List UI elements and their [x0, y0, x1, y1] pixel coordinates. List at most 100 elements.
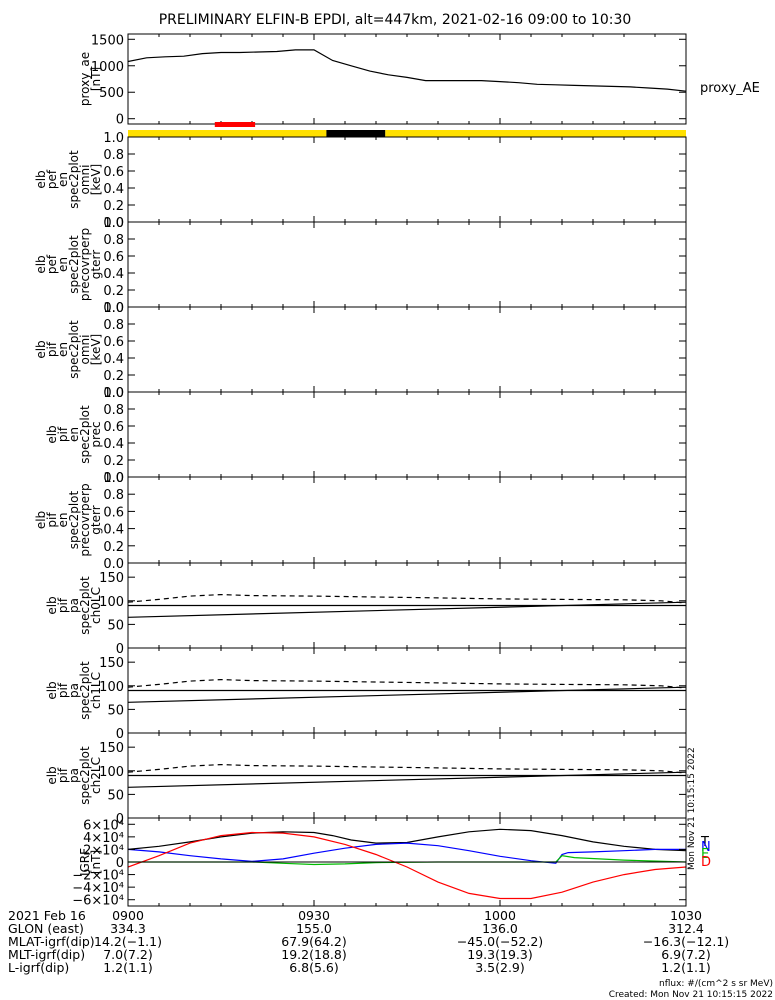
- y-axis-label: precovrperp: [78, 483, 92, 556]
- y-axis-label: spec2plot: [78, 576, 92, 635]
- y-tick-label: 150: [99, 571, 124, 586]
- y-tick-label: 0.6: [103, 165, 124, 180]
- y-axis-label: elb: [45, 766, 59, 784]
- y-tick-label: 0.8: [103, 233, 124, 248]
- y-tick-label: 100: [99, 595, 124, 610]
- series-line-t: [128, 828, 686, 852]
- panel-frame: [127, 136, 687, 223]
- footer-row-label: GLON (east): [8, 921, 84, 936]
- y-axis-label: [keV]: [89, 334, 103, 365]
- y-axis-label: pa: [67, 768, 81, 783]
- panel-status_bar: [128, 122, 686, 137]
- y-tick-label: 0.2: [103, 454, 124, 469]
- y-axis-label: pif: [56, 682, 70, 698]
- series-label-n: N: [701, 840, 711, 855]
- y-tick-label: 0.0: [103, 471, 124, 486]
- footer-value: 7.0(7.2): [103, 947, 153, 962]
- panel-elb_pif_precovrperp: 0.0 0.2 0.4 0.6 0.8 1.0 elbpifenspec2plotpreco…: [34, 471, 687, 572]
- legend-label: proxy_AE: [700, 81, 760, 96]
- series-line-e: [128, 855, 686, 866]
- panel-series-group: [128, 593, 686, 618]
- y-tick-label: 0.0: [103, 301, 124, 316]
- series-line-trace: [128, 763, 686, 774]
- y-tick-label: 1.0: [103, 216, 124, 231]
- series-line-trace: [128, 593, 686, 604]
- science-zone-marker: [214, 122, 256, 127]
- panel-series-group: [128, 828, 686, 900]
- y-axis-label: pif: [45, 341, 59, 357]
- y-axis-label: elb: [34, 170, 48, 188]
- series-line-trace: [128, 686, 686, 703]
- y-axis-label: proxy_ae: [78, 52, 92, 106]
- y-tick-label: 100: [99, 765, 124, 780]
- y-tick-label: 50: [107, 788, 124, 803]
- y-axis-label: prec: [89, 421, 103, 447]
- y-tick-label: 0.4: [103, 267, 124, 282]
- y-axis-label: en: [56, 342, 70, 357]
- y-tick-label: 0.2: [103, 284, 124, 299]
- y-axis-label: spec2plot: [78, 746, 92, 805]
- y-tick-label: 500: [99, 86, 124, 101]
- y-tick-label: 0.6: [103, 420, 124, 435]
- y-axis-label: IGRF: [78, 848, 92, 876]
- y-tick-label: 4×10⁴: [83, 831, 124, 846]
- panel-series-group: [128, 763, 686, 788]
- y-axis-label: elb: [34, 255, 48, 273]
- y-axis-label: omni: [78, 165, 92, 195]
- footer-value: 3.5(2.9): [475, 960, 525, 975]
- y-axis-label: en: [56, 172, 70, 187]
- series-line-d: [128, 831, 686, 900]
- y-tick-label: 50: [107, 703, 124, 718]
- footer-value: 6.9(7.2): [661, 947, 711, 962]
- footer-value: 0930: [298, 908, 330, 923]
- y-tick-label: 1.0: [103, 386, 124, 401]
- y-tick-label: 150: [99, 741, 124, 756]
- y-tick-label: 0.6: [103, 250, 124, 265]
- panel-frame: [127, 33, 687, 125]
- panel-frame: [127, 306, 687, 393]
- y-tick-label: 2×10⁴: [83, 843, 124, 858]
- series-label-d: D: [701, 855, 711, 870]
- panel-series-group: [128, 49, 686, 92]
- footer-row-label: 2021 Feb 16: [8, 908, 86, 923]
- y-axis-label: elb: [34, 340, 48, 358]
- y-axis-label: spec2plot: [67, 150, 81, 209]
- footer-value: 6.8(5.6): [289, 960, 339, 975]
- y-tick-label: 0.8: [103, 403, 124, 418]
- status-segment: [326, 130, 386, 137]
- y-axis-label: omni: [78, 335, 92, 365]
- y-axis-label: [nT]: [89, 850, 103, 874]
- y-tick-label: 0: [116, 856, 124, 871]
- y-tick-label: 1.0: [103, 301, 124, 316]
- panel-elb_pef_precovrperp: 0.0 0.2 0.4 0.6 0.8 1.0 elbpefenspec2plotpreco…: [34, 216, 687, 316]
- y-tick-label: 0.8: [103, 488, 124, 503]
- series-line-proxy-ae: [128, 49, 686, 92]
- y-tick-label: 50: [107, 618, 124, 633]
- y-tick-label: 0.4: [103, 523, 124, 538]
- y-axis-label: ch1LC: [89, 672, 103, 709]
- series-line-n: [128, 842, 686, 864]
- status-segment: [385, 130, 686, 137]
- footer-row-label: MLT-igrf(dip): [8, 947, 85, 962]
- y-tick-label: 1.0: [103, 131, 124, 146]
- y-tick-label: 0.4: [103, 352, 124, 367]
- footer-value: 1.2(1.1): [661, 960, 711, 975]
- footer-value: 0900: [112, 908, 144, 923]
- y-tick-label: 0: [116, 727, 124, 742]
- y-tick-label: −2×10⁴: [72, 869, 124, 884]
- y-tick-label: −4×10⁴: [72, 881, 124, 896]
- vertical-timestamp: Mon Nov 21 10:15:15 2022: [687, 747, 697, 870]
- y-axis-label: spec2plot: [67, 235, 81, 294]
- series-line-trace: [128, 678, 686, 689]
- footer-row-label: MLAT-igrf(dip): [8, 934, 95, 949]
- y-tick-label: 0: [116, 642, 124, 657]
- panel-proxy_ae: 0 500 1000 1500 proxy_ae[nT] proxy_AE: [78, 33, 760, 127]
- y-axis-label: spec2plot: [78, 405, 92, 464]
- footer-value: 334.3: [110, 921, 146, 936]
- y-axis-label: elb: [45, 596, 59, 614]
- y-axis-label: [keV]: [89, 164, 103, 195]
- footer-value: −16.3(−12.1): [643, 934, 729, 949]
- figure-title: PRELIMINARY ELFIN-B EPDI, alt=447km, 202…: [159, 12, 632, 28]
